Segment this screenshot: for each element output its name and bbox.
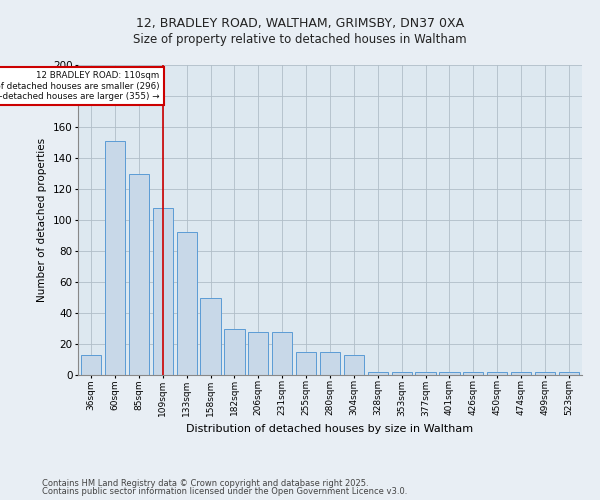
Text: 12 BRADLEY ROAD: 110sqm
← 45% of detached houses are smaller (296)
54% of semi-d: 12 BRADLEY ROAD: 110sqm ← 45% of detache… xyxy=(0,71,159,101)
Bar xyxy=(105,141,125,375)
Text: 12, BRADLEY ROAD, WALTHAM, GRIMSBY, DN37 0XA: 12, BRADLEY ROAD, WALTHAM, GRIMSBY, DN37… xyxy=(136,18,464,30)
Bar xyxy=(344,355,364,375)
Text: Size of property relative to detached houses in Waltham: Size of property relative to detached ho… xyxy=(133,32,467,46)
Bar xyxy=(224,328,245,375)
Bar xyxy=(152,208,173,375)
Bar xyxy=(200,298,221,375)
Text: Contains public sector information licensed under the Open Government Licence v3: Contains public sector information licen… xyxy=(42,487,407,496)
Bar xyxy=(368,372,388,375)
Bar xyxy=(176,232,197,375)
X-axis label: Distribution of detached houses by size in Waltham: Distribution of detached houses by size … xyxy=(187,424,473,434)
Bar xyxy=(511,372,531,375)
Bar xyxy=(439,372,460,375)
Bar xyxy=(248,332,268,375)
Bar xyxy=(487,372,508,375)
Bar xyxy=(535,372,555,375)
Bar xyxy=(296,352,316,375)
Text: Contains HM Land Registry data © Crown copyright and database right 2025.: Contains HM Land Registry data © Crown c… xyxy=(42,478,368,488)
Bar xyxy=(463,372,484,375)
Bar xyxy=(415,372,436,375)
Bar xyxy=(392,372,412,375)
Bar xyxy=(320,352,340,375)
Y-axis label: Number of detached properties: Number of detached properties xyxy=(37,138,47,302)
Bar xyxy=(81,355,101,375)
Bar xyxy=(559,372,579,375)
Bar xyxy=(129,174,149,375)
Bar xyxy=(272,332,292,375)
